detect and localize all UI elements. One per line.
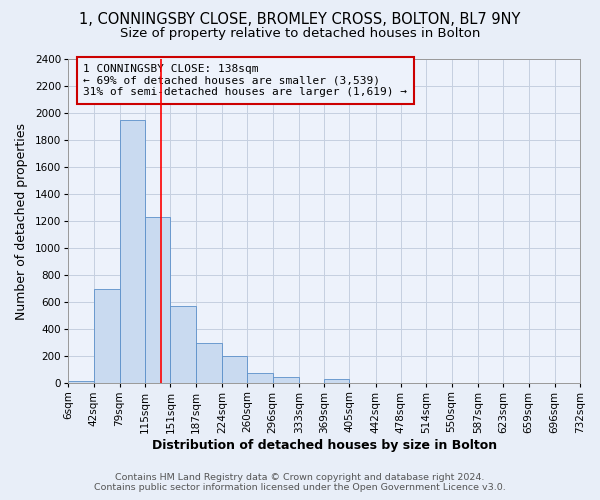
Text: Contains HM Land Registry data © Crown copyright and database right 2024.
Contai: Contains HM Land Registry data © Crown c… (94, 473, 506, 492)
Bar (145, 217, 170, 384)
X-axis label: Distribution of detached houses by size in Bolton: Distribution of detached houses by size … (152, 440, 497, 452)
Text: Size of property relative to detached houses in Bolton: Size of property relative to detached ho… (120, 28, 480, 40)
Bar (222, 356, 247, 384)
Bar (196, 343, 222, 384)
Text: 1, CONNINGSBY CLOSE, BROMLEY CROSS, BOLTON, BL7 9NY: 1, CONNINGSBY CLOSE, BROMLEY CROSS, BOLT… (79, 12, 521, 28)
Bar (247, 372, 272, 384)
Bar (272, 378, 299, 384)
Y-axis label: Number of detached properties: Number of detached properties (15, 122, 28, 320)
Bar (580, 380, 600, 384)
Bar (119, 120, 145, 384)
Bar (94, 289, 119, 384)
Bar (68, 381, 94, 384)
Text: 1 CONNINGSBY CLOSE: 138sqm
← 69% of detached houses are smaller (3,539)
31% of s: 1 CONNINGSBY CLOSE: 138sqm ← 69% of deta… (83, 64, 407, 97)
Bar (324, 379, 349, 384)
Bar (170, 306, 196, 384)
